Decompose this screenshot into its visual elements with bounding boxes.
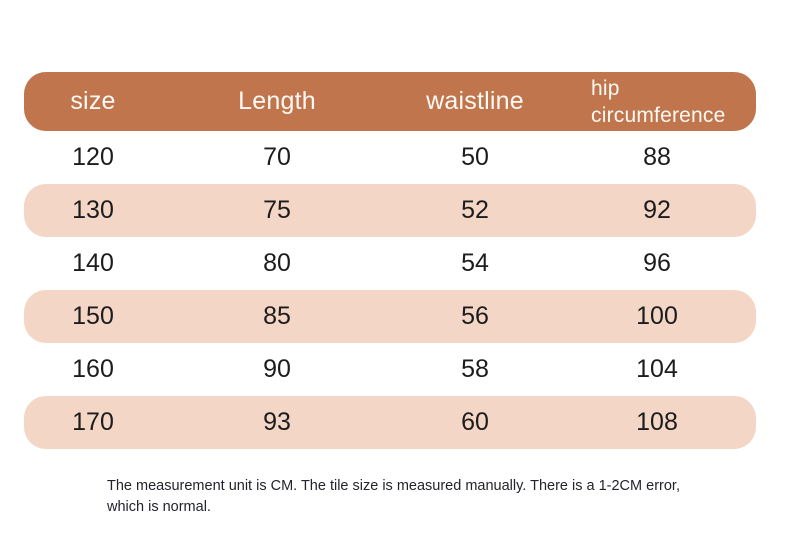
table-row: 150 85 56 100: [24, 290, 756, 343]
cell-hip: 104: [636, 355, 678, 383]
cell-hip: 92: [643, 196, 671, 224]
cell-hip: 100: [636, 302, 678, 330]
cell-waistline: 60: [461, 408, 489, 436]
cell-length: 70: [263, 143, 291, 171]
cell-length: 80: [263, 249, 291, 277]
cell-length: 93: [263, 408, 291, 436]
cell-size: 120: [72, 143, 114, 171]
cell-length: 75: [263, 196, 291, 224]
column-header-length: Length: [238, 87, 316, 115]
cell-length: 85: [263, 302, 291, 330]
size-chart-table: size Length waistline hip circumference …: [24, 72, 756, 449]
cell-size: 140: [72, 249, 114, 277]
column-header-size: size: [70, 87, 116, 115]
cell-hip: 96: [643, 249, 671, 277]
cell-waistline: 54: [461, 249, 489, 277]
cell-waistline: 56: [461, 302, 489, 330]
table-row: 140 80 54 96: [24, 237, 756, 290]
table-row: 120 70 50 88: [24, 131, 756, 184]
table-row: 160 90 58 104: [24, 343, 756, 396]
cell-size: 130: [72, 196, 114, 224]
table-row: 170 93 60 108: [24, 396, 756, 449]
column-header-waistline: waistline: [426, 87, 524, 115]
cell-waistline: 58: [461, 355, 489, 383]
cell-size: 170: [72, 408, 114, 436]
cell-length: 90: [263, 355, 291, 383]
table-row: 130 75 52 92: [24, 184, 756, 237]
cell-size: 150: [72, 302, 114, 330]
cell-waistline: 50: [461, 143, 489, 171]
table-header-row: size Length waistline hip circumference: [24, 72, 756, 131]
cell-waistline: 52: [461, 196, 489, 224]
measurement-note: The measurement unit is CM. The tile siz…: [107, 478, 680, 515]
cell-hip: 88: [643, 143, 671, 171]
cell-size: 160: [72, 355, 114, 383]
cell-hip: 108: [636, 408, 678, 436]
column-header-hip-circumference: hip circumference: [591, 76, 726, 127]
